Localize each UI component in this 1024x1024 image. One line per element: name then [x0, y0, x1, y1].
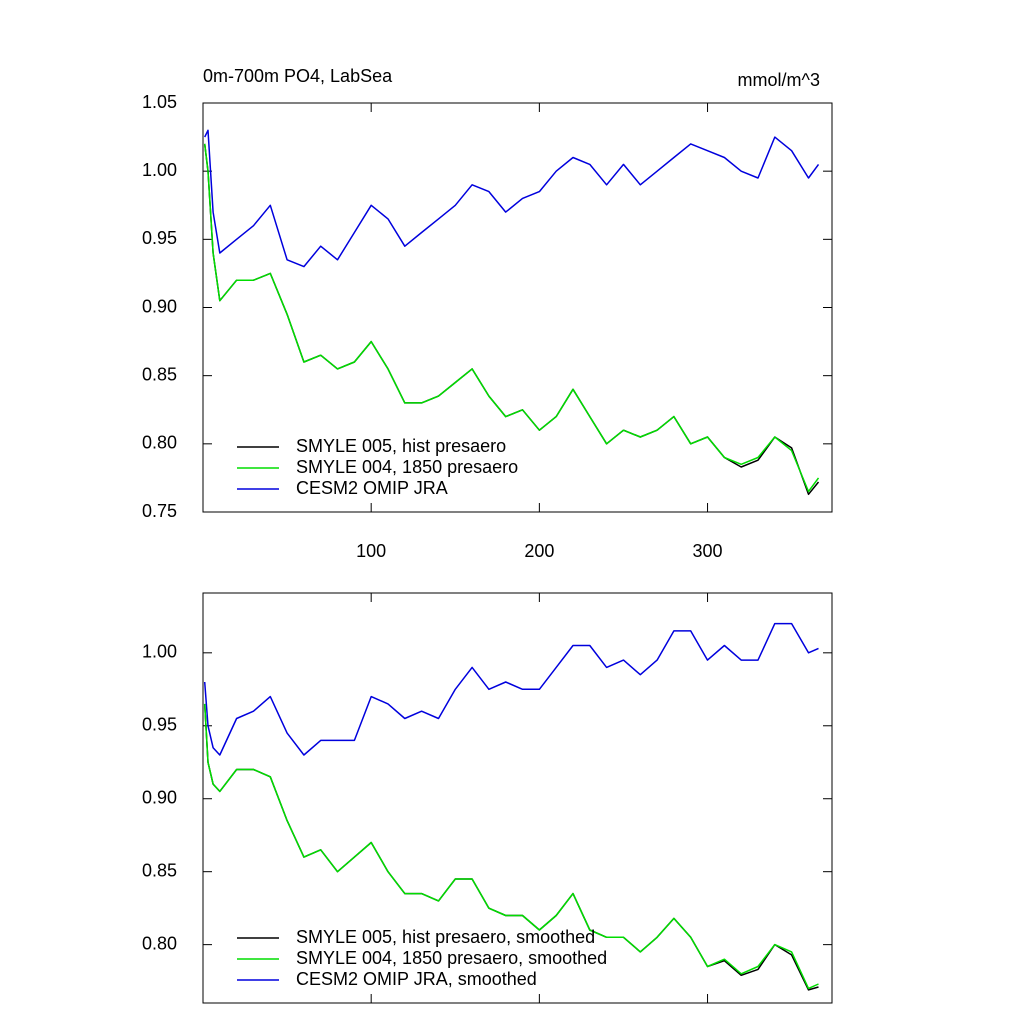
- legend-label: SMYLE 004, 1850 presaero, smoothed: [296, 948, 607, 968]
- y-tick-label: 0.75: [142, 501, 177, 521]
- y-tick-label: 0.90: [142, 296, 177, 316]
- legend-label: CESM2 OMIP JRA: [296, 478, 448, 498]
- y-tick-label: 0.90: [142, 787, 177, 807]
- x-tick-label: 200: [524, 541, 554, 561]
- legend-label: CESM2 OMIP JRA, smoothed: [296, 969, 537, 989]
- y-tick-label: 1.05: [142, 92, 177, 112]
- y-tick-label: 0.95: [142, 228, 177, 248]
- legend-label: SMYLE 004, 1850 presaero: [296, 457, 518, 477]
- plot-frame: [202, 592, 833, 1004]
- y-tick-label: 0.85: [142, 860, 177, 880]
- x-tick-label: 300: [693, 541, 723, 561]
- chart-title: 0m-700m PO4, LabSea: [203, 66, 393, 86]
- y-tick-label: 1.00: [142, 642, 177, 662]
- legend-label: SMYLE 005, hist presaero: [296, 436, 506, 456]
- legend-label: SMYLE 005, hist presaero, smoothed: [296, 927, 595, 947]
- data-line: [204, 129, 820, 268]
- units-label: mmol/m^3: [738, 70, 820, 90]
- y-tick-label: 0.80: [142, 433, 177, 453]
- data-line: [203, 622, 819, 756]
- y-tick-label: 1.00: [142, 160, 177, 180]
- y-tick-label: 0.85: [142, 364, 177, 384]
- y-tick-label: 0.80: [142, 933, 177, 953]
- data-line: [203, 143, 820, 493]
- y-tick-label: 0.95: [142, 715, 177, 735]
- x-tick-label: 100: [356, 541, 386, 561]
- data-line: [203, 703, 819, 990]
